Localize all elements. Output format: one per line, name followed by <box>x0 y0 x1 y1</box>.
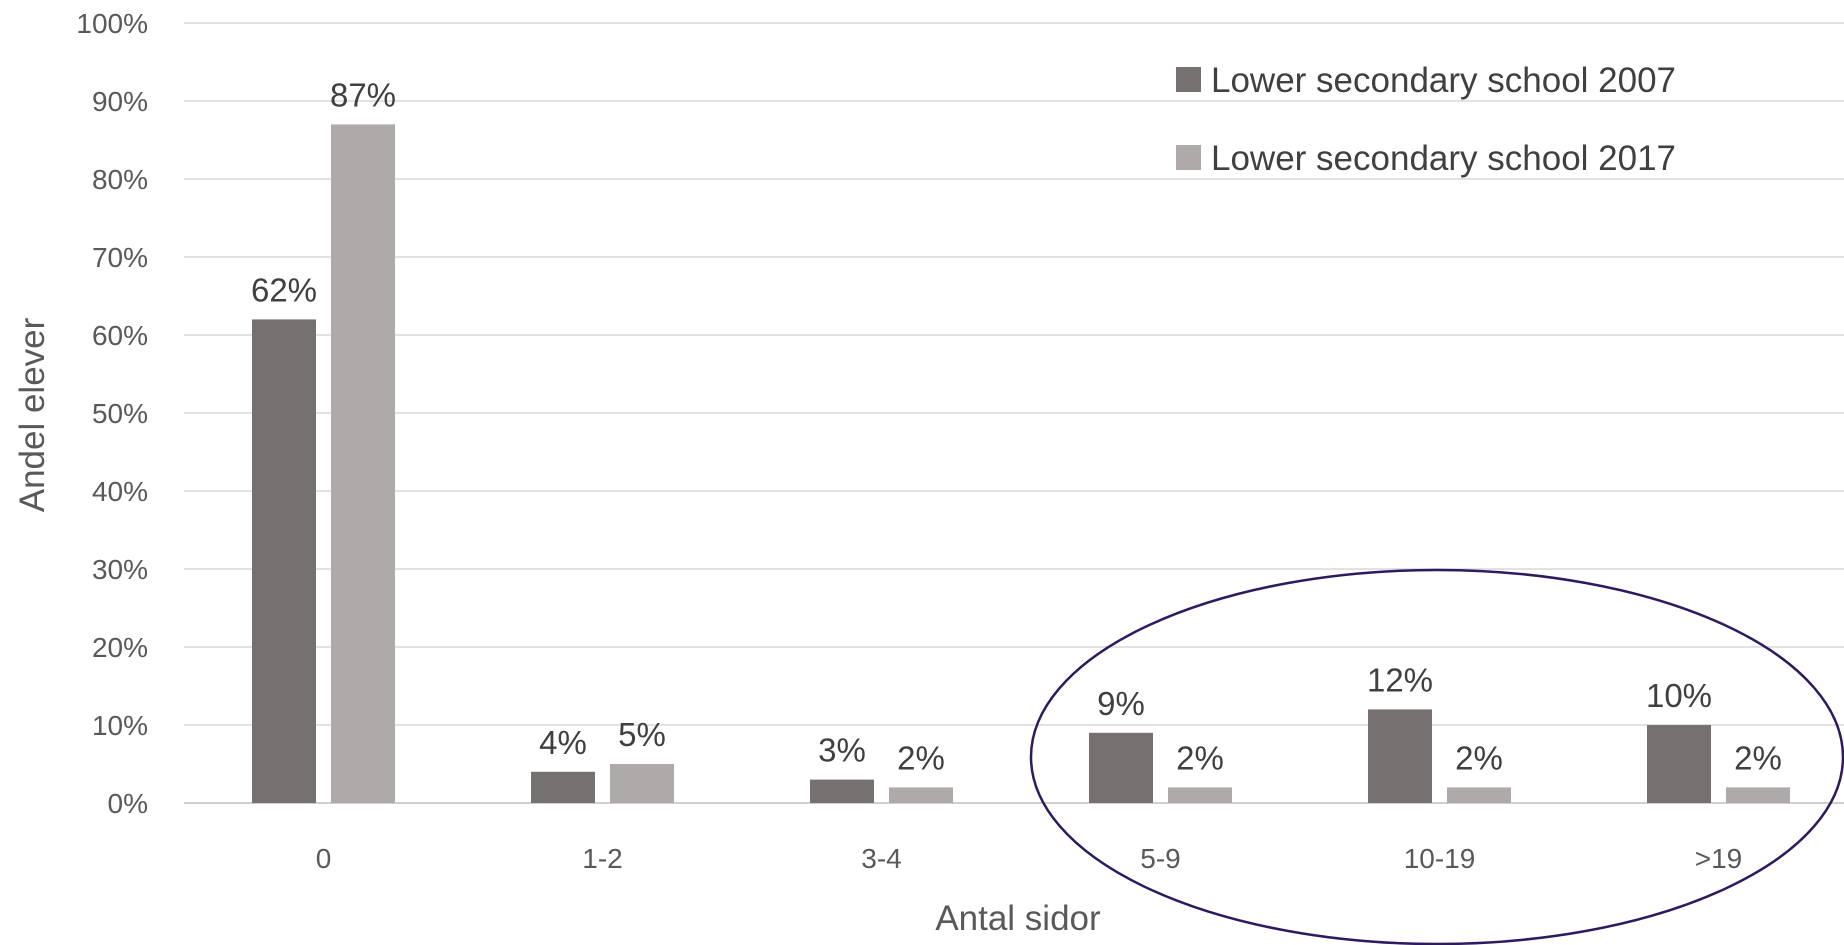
bar-s1-3 <box>1089 732 1153 803</box>
data-label: 2% <box>897 739 945 776</box>
y-tick-label: 40% <box>92 476 148 507</box>
legend-label: Lower secondary school 2007 <box>1211 61 1676 100</box>
y-axis-title: Andel elever <box>13 317 52 512</box>
bar-s1-0 <box>252 319 316 803</box>
bars <box>252 124 1790 803</box>
y-tick-label: 10% <box>92 710 148 741</box>
x-tick-label: 3-4 <box>861 843 901 874</box>
x-tick-label: 10-19 <box>1404 843 1476 874</box>
bar-s2-0 <box>331 124 395 803</box>
legend-label: Lower secondary school 2017 <box>1211 139 1676 178</box>
y-tick-label: 20% <box>92 632 148 663</box>
data-label: 62% <box>251 271 317 308</box>
data-label: 12% <box>1367 661 1433 698</box>
gridlines <box>184 22 1844 804</box>
bar-s1-5 <box>1647 725 1711 803</box>
data-label: 3% <box>818 732 866 769</box>
bar-s1-1 <box>531 771 595 803</box>
data-label: 5% <box>618 716 666 753</box>
y-tick-label: 80% <box>92 164 148 195</box>
x-tick-label: 5-9 <box>1140 843 1180 874</box>
bar-s1-2 <box>810 779 874 803</box>
data-label: 10% <box>1646 677 1712 714</box>
data-label: 87% <box>330 76 396 113</box>
y-tick-label: 100% <box>76 8 148 39</box>
x-tick-label: >19 <box>1695 843 1743 874</box>
y-tick-label: 90% <box>92 86 148 117</box>
data-label: 9% <box>1097 685 1145 722</box>
bar-s2-3 <box>1168 787 1232 803</box>
x-tick-label: 1-2 <box>582 843 622 874</box>
x-axis-ticks: 0 1-2 3-4 5-9 10-19 >19 <box>316 843 1743 874</box>
x-axis-title: Antal sidor <box>935 899 1101 938</box>
data-labels: 62% 87% 4% 5% 3% 2% 9% 2% 12% 2% 10% 2% <box>251 76 1782 776</box>
data-label: 2% <box>1176 739 1224 776</box>
y-axis-ticks: 0% 10% 20% 30% 40% 50% 60% 70% 80% 90% 100% <box>76 8 148 819</box>
bar-s2-5 <box>1726 787 1790 803</box>
data-label: 2% <box>1734 739 1782 776</box>
legend-swatch <box>1176 145 1201 170</box>
data-label: 4% <box>539 724 587 761</box>
y-tick-label: 30% <box>92 554 148 585</box>
bar-s2-2 <box>889 787 953 803</box>
data-label: 2% <box>1455 739 1503 776</box>
bar-s2-1 <box>610 764 674 803</box>
bar-s2-4 <box>1447 787 1511 803</box>
y-tick-label: 50% <box>92 398 148 429</box>
y-tick-label: 70% <box>92 242 148 273</box>
highlight-ellipse <box>1029 568 1844 945</box>
x-tick-label: 0 <box>316 843 332 874</box>
bar-s1-4 <box>1368 709 1432 803</box>
y-tick-label: 0% <box>108 788 148 819</box>
y-tick-label: 60% <box>92 320 148 351</box>
legend-swatch <box>1176 67 1201 92</box>
legend: Lower secondary school 2007 Lower seconda… <box>1176 61 1676 178</box>
